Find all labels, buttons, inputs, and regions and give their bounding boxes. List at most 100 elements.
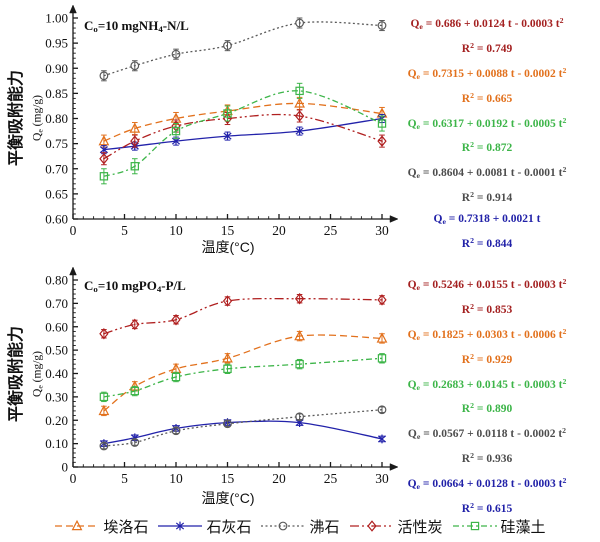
error-bar (101, 168, 107, 185)
r-squared-text: R2 = 0.615 (461, 500, 513, 515)
y-axis-arrow-icon (69, 4, 77, 14)
error-bar (101, 152, 107, 166)
y-tick-label: 0.80 (45, 273, 68, 288)
y-tick-label: 0.10 (45, 436, 68, 451)
legend-item-diatomite: 硅藻土 (452, 516, 546, 537)
error-bar (224, 131, 231, 141)
x-tick-label: 30 (375, 471, 389, 486)
x-axis-arrow-icon (389, 215, 399, 223)
x-tick-label: 5 (121, 471, 128, 486)
y-axis-label: 平衡吸附能力 (8, 69, 25, 167)
y-tick-label: 0.80 (45, 111, 68, 126)
r-squared-text: R2 = 0.853 (461, 301, 513, 316)
equation-text: Qe = 0.686 + 0.0124 t - 0.0003 t2 (410, 16, 564, 31)
x-axis-label: 温度(°C) (201, 239, 255, 255)
equation-block: Qe = 0.2683 + 0.0145 t - 0.0003 t2 R2 = 0… (374, 372, 600, 420)
error-bar (173, 427, 179, 435)
error-bar (296, 330, 303, 342)
error-bar (173, 315, 179, 325)
error-bar (132, 439, 138, 446)
data-point-marker (279, 521, 288, 531)
error-bar (296, 126, 303, 136)
x-tick-label: 15 (221, 471, 235, 486)
x-tick-label: 25 (324, 471, 338, 486)
r-squared-text: R2 = 0.749 (461, 40, 513, 55)
equation-block: Qe = 0.5246 + 0.0155 t - 0.0003 t2 R2 = 0… (374, 272, 600, 320)
legend-item-label: 埃洛石 (103, 518, 149, 536)
legend-item-halloysite: 埃洛石 (54, 516, 148, 537)
error-bar (379, 333, 385, 344)
error-bar (101, 442, 107, 450)
equation-text: Qe = 0.0664 + 0.0128 t - 0.0003 t2 (407, 476, 567, 491)
error-bar (379, 115, 385, 132)
x-tick-label: 20 (272, 223, 286, 238)
y-axis-unit-label: Qe (mg/g) (31, 351, 45, 397)
x-tick-label: 25 (324, 223, 338, 238)
marker-zeolite (377, 405, 387, 415)
legend-item-label: 活性炭 (397, 518, 443, 536)
error-bar (379, 435, 385, 443)
legend-item-label: 石灰石 (206, 518, 252, 536)
equation-block: Qe = 0.686 + 0.0124 t - 0.0003 t2 R2 = 0.… (374, 11, 600, 59)
y-axis-arrow-icon (69, 266, 77, 276)
series-line (103, 21, 383, 77)
y-tick-label: 0.90 (45, 61, 68, 76)
r-squared-text: R2 = 0.844 (461, 236, 513, 250)
series-line (103, 90, 383, 177)
error-bar (132, 60, 138, 72)
series-diatomite (101, 82, 385, 185)
equation-text: Qe = 0.6317 + 0.0192 t - 0.0005 t2 (407, 115, 567, 131)
error-bar (224, 296, 231, 306)
x-tick-label: 0 (70, 471, 77, 486)
error-bar (101, 391, 107, 403)
ammonium-chart-canvas: 1.00 0.95 0.90 0.85 0.80 0.75 0.70 0.65 0.600 5 10… (45, 4, 399, 238)
y-tick-label: 0 (62, 460, 69, 475)
y-tick-label: 0.75 (45, 136, 68, 151)
marker-zeolite (171, 426, 181, 436)
legend-swatch-activated-carbon-icon (349, 520, 394, 532)
y-tick-label: 0.70 (45, 296, 68, 311)
y-tick-label: 0.30 (45, 389, 68, 404)
chart-title: Co=10 mgNH4-N/L (84, 18, 189, 35)
error-bar (379, 406, 385, 414)
ammonium-chart: 1.00 0.95 0.90 0.85 0.80 0.75 0.70 0.65 0.60 0 5 10… (0, 0, 600, 262)
y-tick-label: 0.70 (45, 161, 68, 176)
error-bar (296, 17, 303, 29)
y-tick-label: 0.60 (45, 212, 68, 227)
marker-zeolite (99, 441, 109, 451)
x-tick-label: 10 (169, 471, 183, 486)
legend-swatch-limestone-icon (158, 521, 203, 531)
x-axis-label: 温度(°C) (201, 490, 255, 506)
x-tick-label: 10 (169, 223, 183, 238)
y-axis-unit-label: Qe (mg/g) (31, 95, 45, 141)
equation-text: Qe = 0.8604 + 0.0081 t - 0.0001 t2 (407, 165, 567, 181)
equation-text: Qe = 0.2683 + 0.0145 t - 0.0003 t2 (407, 376, 567, 392)
x-tick-label: 5 (121, 223, 128, 238)
r-squared-text: R2 = 0.936 (461, 451, 513, 466)
x-tick-label: 15 (221, 223, 235, 238)
data-point-marker (176, 521, 185, 531)
series-limestone (101, 113, 385, 155)
series-halloysite (101, 330, 385, 417)
series-line (103, 357, 383, 398)
legend-item-activated-carbon: 活性炭 (349, 516, 443, 537)
equation-text: Qe = 0.1825 + 0.0303 t - 0.0006 t2 (407, 326, 567, 342)
error-bar (224, 353, 231, 364)
y-tick-label: 0.65 (45, 186, 68, 201)
error-bar (224, 420, 231, 428)
equation-text: Qe = 0.0567 + 0.0118 t - 0.0002 t2 (407, 426, 567, 442)
equation-block: Qe = 0.7315 + 0.0088 t - 0.0002 t2 R2 = 0… (374, 61, 600, 109)
error-bar (224, 40, 231, 52)
y-tick-label: 0.20 (45, 413, 68, 428)
error-bar (296, 82, 303, 99)
error-bar (224, 363, 231, 374)
equation-block: Qe = 0.1825 + 0.0303 t - 0.0006 t2 R2 = 0… (374, 322, 600, 370)
series-zeolite (101, 17, 385, 82)
legend: 埃洛石 石灰石 沸石 活性炭 硅藻土 (0, 512, 600, 540)
equation-block: Qe = 0.6317 + 0.0192 t - 0.0005 t2 R2 = 0… (374, 111, 600, 159)
legend-swatch-diatomite-icon (452, 521, 497, 531)
equation-text: Qe = 0.5246 + 0.0155 t - 0.0003 t2 (407, 277, 567, 292)
legend-item-zeolite: 沸石 (260, 516, 340, 537)
series-activated-carbon (101, 109, 385, 166)
y-tick-label: 0.60 (45, 319, 68, 334)
